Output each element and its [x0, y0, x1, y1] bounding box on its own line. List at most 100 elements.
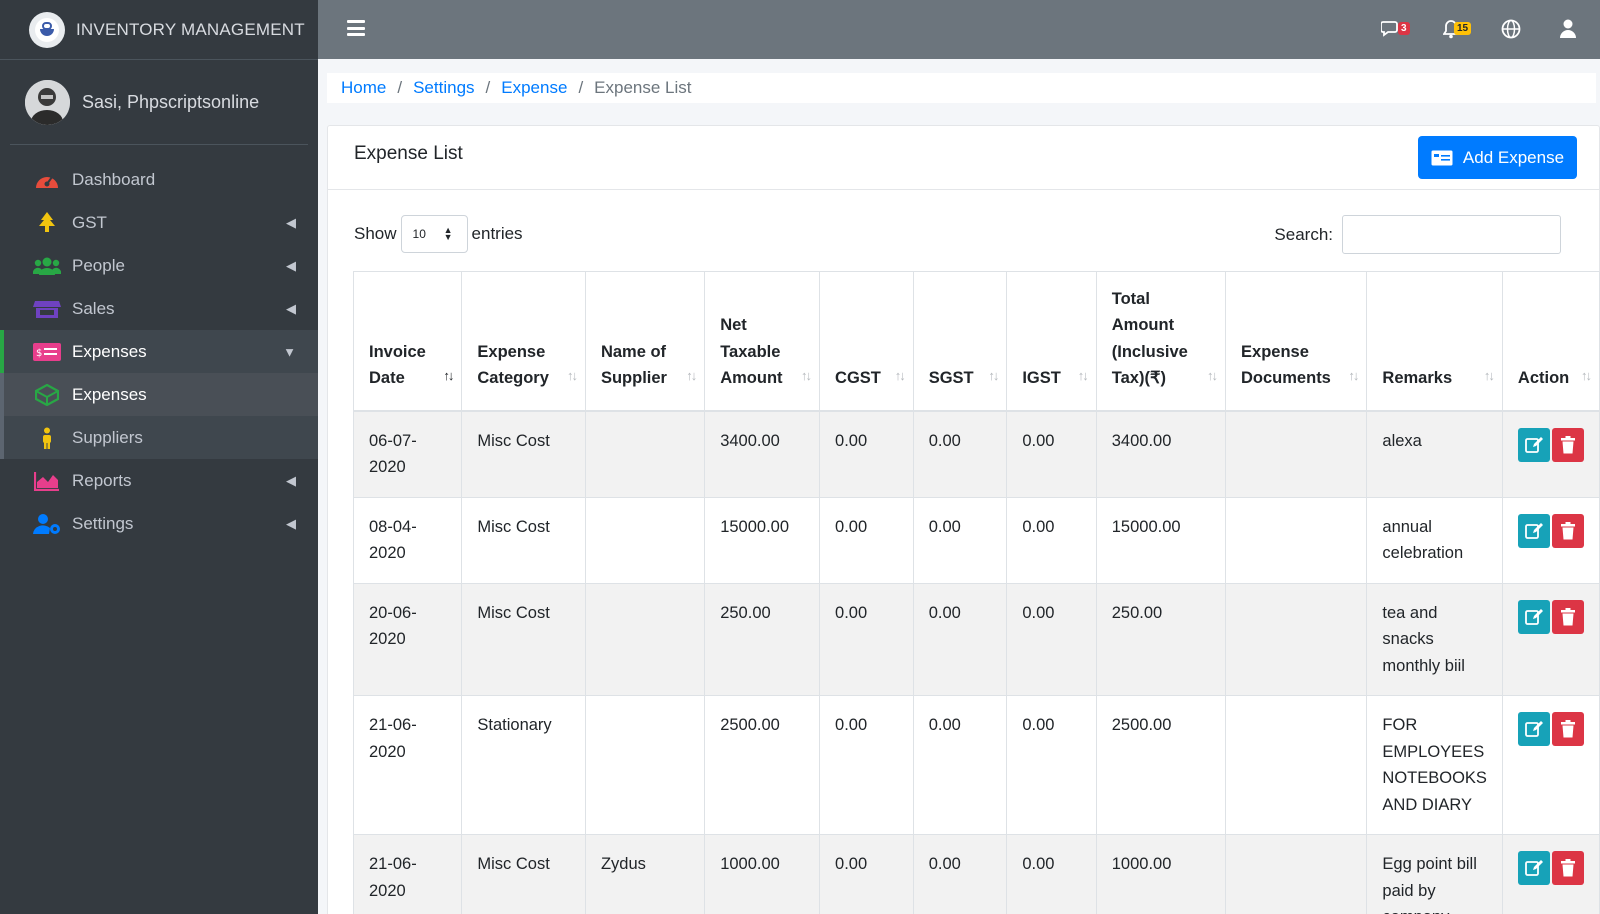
expenses-submenu: Expenses Suppliers — [0, 373, 318, 459]
sidebar-item-gst[interactable]: GST ◀ — [0, 201, 318, 244]
column-header[interactable]: SGST ↑↓ — [912, 271, 1008, 412]
table-row: 06-07-2020 Misc Cost 3400.00 0.00 0.00 0… — [353, 410, 1600, 498]
cell-remarks: Egg point bill paid by company — [1366, 834, 1503, 914]
tachometer-icon — [33, 169, 61, 191]
cell-expense-category: Stationary — [461, 695, 586, 835]
chevron-down-icon: ▼ — [283, 344, 296, 359]
card-header: Expense List Add Expense — [328, 126, 1599, 190]
table-body: 06-07-2020 Misc Cost 3400.00 0.00 0.00 0… — [353, 410, 1600, 914]
column-header[interactable]: Net Taxable Amount ↑↓ — [704, 271, 821, 412]
sort-asc-icon: ↑↓ — [443, 368, 454, 383]
column-header[interactable]: Invoice Date ↑↓ — [353, 271, 463, 412]
avatar — [25, 79, 70, 125]
messages-count-badge: 3 — [1398, 22, 1410, 35]
delete-button[interactable] — [1551, 712, 1584, 746]
column-header[interactable]: Expense Category ↑↓ — [461, 271, 586, 412]
cell-remarks: tea and snacks monthly biil — [1366, 582, 1503, 696]
breadcrumb-separator: / — [578, 78, 584, 97]
column-header[interactable]: Expense Documents ↑↓ — [1225, 271, 1368, 412]
cell-sgst: 0.00 — [912, 695, 1008, 835]
cell-total: 2500.00 — [1095, 695, 1227, 835]
money-bill-icon: $ — [33, 341, 61, 363]
chevron-left-icon: ◀ — [286, 472, 296, 488]
column-header[interactable]: Remarks ↑↓ — [1366, 271, 1503, 412]
cell-cgst: 0.00 — [819, 695, 914, 835]
breadcrumb-current: Expense List — [594, 78, 692, 97]
column-header[interactable]: IGST ↑↓ — [1006, 271, 1097, 412]
cell-supplier — [584, 496, 706, 584]
sidebar-item-sales[interactable]: Sales ◀ — [0, 287, 318, 330]
table-row: 08-04-2020 Misc Cost 15000.00 0.00 0.00 … — [353, 496, 1600, 584]
page-length-select[interactable]: 10 ▲ ▼ — [400, 215, 468, 253]
chevron-left-icon: ◀ — [286, 214, 296, 230]
tree-icon — [33, 211, 61, 234]
menu-toggle-icon[interactable] — [347, 20, 365, 36]
show-label: Show — [354, 224, 397, 243]
edit-button[interactable] — [1517, 851, 1550, 885]
cell-sgst: 0.00 — [912, 582, 1008, 696]
delete-button[interactable] — [1551, 513, 1584, 548]
user-icon — [1560, 19, 1576, 38]
delete-button[interactable] — [1551, 851, 1584, 885]
cell-action — [1501, 496, 1600, 584]
brand-logo — [29, 11, 65, 48]
column-header[interactable]: Name of Supplier ↑↓ — [584, 271, 706, 412]
notifications-button[interactable]: 15 — [1442, 19, 1472, 41]
trash-icon — [1560, 435, 1575, 453]
breadcrumb-expense[interactable]: Expense — [501, 78, 568, 97]
entries-label: entries — [471, 224, 523, 243]
cell-invoice-date: 21-06-2020 — [353, 695, 463, 835]
sidebar-item-label: Settings — [72, 513, 134, 533]
sidebar-item-label: Sales — [72, 298, 115, 318]
edit-button[interactable] — [1517, 599, 1550, 634]
cell-expense-category: Misc Cost — [461, 582, 586, 696]
cell-expense-category: Misc Cost — [461, 410, 586, 498]
edit-button[interactable] — [1517, 712, 1550, 746]
language-button[interactable] — [1501, 19, 1523, 41]
users-icon — [33, 255, 61, 277]
column-header[interactable]: Total Amount (Inclusive Tax)(₹) ↑↓ — [1095, 271, 1227, 412]
search-input[interactable] — [1342, 215, 1561, 254]
sidebar-item-label: Suppliers — [72, 427, 143, 447]
sidebar-subitem-expenses[interactable]: Expenses — [0, 373, 318, 416]
column-header[interactable]: CGST ↑↓ — [819, 271, 914, 412]
cell-remarks: alexa — [1366, 410, 1503, 498]
cell-documents — [1225, 582, 1368, 696]
cell-expense-category: Misc Cost — [461, 834, 586, 914]
user-panel[interactable]: Sasi, Phpscriptsonline — [10, 60, 308, 145]
sidebar-item-expenses[interactable]: $ Expenses ▼ — [0, 330, 318, 373]
sort-icon: ↑↓ — [894, 368, 906, 383]
cell-invoice-date: 20-06-2020 — [353, 582, 463, 696]
column-header[interactable]: Action ↑↓ — [1501, 271, 1600, 412]
cell-igst: 0.00 — [1006, 496, 1097, 584]
cell-total: 3400.00 — [1095, 410, 1227, 498]
sidebar-subitem-suppliers[interactable]: Suppliers — [0, 416, 318, 459]
edit-icon — [1525, 608, 1543, 625]
edit-button[interactable] — [1517, 427, 1550, 462]
sidebar-item-label: Expenses — [72, 341, 147, 361]
add-expense-button[interactable]: Add Expense — [1418, 136, 1577, 179]
user-name: Sasi, Phpscriptsonline — [82, 91, 260, 112]
sidebar-item-reports[interactable]: Reports ◀ — [0, 459, 318, 502]
messages-button[interactable]: 3 — [1380, 19, 1410, 41]
expense-table: Invoice Date ↑↓ Expense Category ↑↓ Name o… — [353, 271, 1600, 914]
sidebar: INVENTORY MANAGEMENT Sasi, Phpscriptsonl… — [0, 0, 318, 914]
cell-supplier: Zydus — [584, 834, 706, 914]
page-length-value: 10 — [412, 227, 426, 241]
edit-button[interactable] — [1517, 513, 1550, 548]
sort-icon: ↑↓ — [1207, 368, 1218, 383]
sidebar-item-settings[interactable]: Settings ◀ — [0, 502, 318, 545]
delete-button[interactable] — [1551, 427, 1584, 462]
sidebar-item-people[interactable]: People ◀ — [0, 244, 318, 287]
user-menu-button[interactable] — [1559, 19, 1581, 41]
trash-icon — [1560, 607, 1575, 625]
sidebar-item-dashboard[interactable]: Dashboard — [0, 158, 318, 201]
brand[interactable]: INVENTORY MANAGEMENT — [0, 0, 318, 60]
delete-button[interactable] — [1551, 599, 1584, 634]
cell-invoice-date: 08-04-2020 — [353, 496, 463, 584]
sidebar-item-label: Expenses — [72, 384, 147, 404]
chevron-left-icon: ◀ — [286, 257, 296, 273]
search-label: Search: — [1274, 224, 1333, 244]
breadcrumb-settings[interactable]: Settings — [413, 78, 475, 97]
breadcrumb-home[interactable]: Home — [341, 78, 387, 97]
